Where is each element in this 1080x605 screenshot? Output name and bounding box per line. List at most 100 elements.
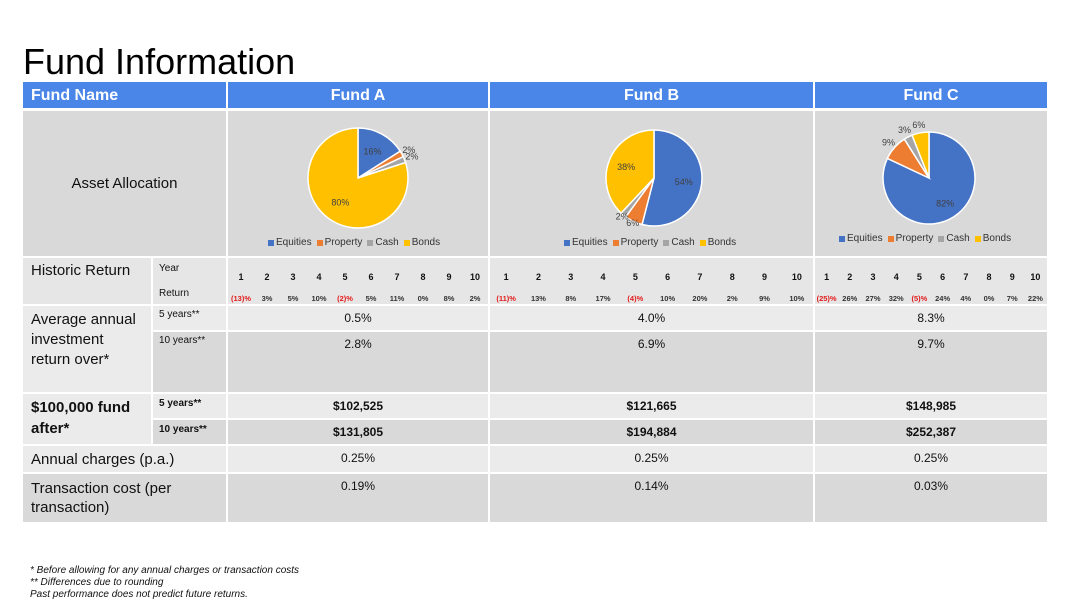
year-5: 5: [916, 272, 922, 282]
legend-c: Equities Property Cash Bonds: [839, 233, 1011, 244]
return-year-1: (13)%: [230, 294, 251, 303]
return-year-6: 10%: [660, 294, 676, 303]
legend-label: Bonds: [411, 237, 441, 248]
return-year-9: 8%: [443, 294, 455, 303]
return-label: Return: [159, 288, 190, 299]
return-row: (13)% 3% 5% 10% (2)% 5% 11% 0% 8% 2%: [228, 294, 488, 303]
year-1: 1: [238, 272, 244, 282]
avg-5-fund-a: 0.5%: [228, 306, 488, 330]
year-3: 3: [290, 272, 296, 282]
return-row: (25)% 26% 27% 32% (5)% 24% 4% 0% 7% 22%: [815, 294, 1047, 303]
legend-swatch: [839, 235, 845, 242]
pie-slice-equities: [641, 129, 703, 227]
pie-slice-equities: [357, 127, 402, 180]
year-10: 10: [791, 272, 802, 282]
average-return-label: Average annual investment return over*: [23, 306, 151, 392]
legend-label: Equities: [847, 233, 883, 244]
year-row: 1 2 3 4 5 6 7 8 9 10: [815, 272, 1047, 282]
annual-charges-label: Annual charges (p.a.): [23, 446, 226, 472]
footnote-3: Past performance does not predict future…: [30, 589, 248, 600]
pie-cell-b: 54% 6% 2% 38% Equities Property Cash Bonds: [490, 111, 813, 256]
header-fund-c: Fund C: [815, 82, 1047, 108]
legend-swatch: [268, 239, 274, 246]
legend-label: Property: [324, 237, 363, 248]
return-year-9: 9%: [759, 294, 770, 303]
legend-item-bonds: Bonds: [974, 233, 1012, 244]
charges-fund-c: 0.25%: [815, 446, 1047, 472]
year-4: 4: [893, 272, 899, 282]
after-5-fund-a: $102,525: [228, 394, 488, 418]
legend-b: Equities Property Cash Bonds: [564, 237, 736, 248]
transaction-cost-label: Transaction cost (per transaction): [23, 474, 226, 522]
pie-label-cash: 3%: [898, 125, 911, 135]
return-year-10: 10%: [789, 294, 805, 303]
year-6: 6: [665, 272, 671, 282]
transaction-fund-a: 0.19%: [228, 474, 488, 522]
fund-after-label: $100,000 fund after*: [23, 394, 151, 444]
legend-swatch: [612, 239, 619, 246]
avg-10-fund-a: 2.8%: [228, 332, 488, 392]
avg-10-fund-c: 9.7%: [815, 332, 1047, 392]
pie-label-property: 9%: [882, 137, 895, 147]
year-9: 9: [1009, 272, 1015, 282]
avg-5-years-label: 5 years**: [153, 306, 226, 330]
return-year-4: 32%: [888, 294, 904, 303]
return-year-8: 2%: [726, 294, 738, 303]
year-5: 5: [632, 272, 638, 282]
legend-label: Cash: [946, 233, 970, 244]
year-7: 7: [394, 272, 400, 282]
legend-swatch: [887, 235, 894, 242]
year-row: 1 2 3 4 5 6 7 8 9 10: [490, 272, 813, 282]
asset-allocation-label: Asset Allocation: [23, 111, 226, 256]
return-year-2: 13%: [530, 294, 546, 303]
header-fund-name: Fund Name: [23, 82, 226, 108]
return-year-5: (4)%: [627, 294, 644, 303]
pie-label-bonds: 80%: [331, 197, 349, 207]
legend-swatch: [403, 239, 410, 246]
pie-chart-fund-c: 82% 9%3% 6%: [882, 120, 976, 225]
legend-swatch: [564, 239, 570, 246]
pie-slice-bonds: [605, 129, 655, 215]
legend-label: Cash: [375, 237, 399, 248]
return-year-3: 27%: [865, 294, 881, 303]
year-7: 7: [963, 272, 969, 282]
year-2: 2: [264, 272, 270, 282]
transaction-fund-b: 0.14%: [490, 474, 813, 522]
legend-item-cash: Cash: [938, 233, 970, 244]
return-year-6: 5%: [365, 294, 377, 303]
legend-swatch: [938, 235, 945, 242]
return-year-8: 0%: [417, 294, 429, 303]
pie-label-equities: 82%: [936, 198, 954, 208]
legend-swatch: [316, 239, 323, 246]
return-row: (11)% 13% 8% 17% (4)% 10% 20% 2% 9% 10%: [490, 294, 813, 303]
legend-label: Bonds: [707, 237, 737, 248]
legend-item-bonds: Bonds: [699, 237, 737, 248]
legend-item-equities: Equities: [564, 237, 608, 248]
return-year-4: 10%: [311, 294, 327, 303]
pie-label-bonds: 6%: [912, 120, 925, 130]
legend-a: Equities Property Cash Bonds: [268, 237, 440, 248]
year-4: 4: [600, 272, 606, 282]
year-10: 10: [469, 272, 480, 282]
year-10: 10: [1030, 272, 1041, 282]
year-6: 6: [940, 272, 946, 282]
transaction-fund-c: 0.03%: [815, 474, 1047, 522]
legend-item-property: Property: [612, 237, 659, 248]
pie-cell-a: 16% 2% 2% 80% Equities Property Cash Bonds: [228, 111, 488, 256]
legend-label: Bonds: [982, 233, 1012, 244]
legend-label: Property: [620, 237, 659, 248]
legend-swatch: [663, 239, 670, 246]
pie-slice-bonds: [307, 127, 409, 229]
return-year-7: 20%: [692, 294, 708, 303]
historic-fund-a: 1 2 3 4 5 6 7 8 9 10 (13)% 3% 5% 10% (2)% 5% 11% 0% 8% 2%: [228, 258, 488, 304]
charges-fund-b: 0.25%: [490, 446, 813, 472]
legend-item-bonds: Bonds: [403, 237, 441, 248]
avg-10-years-label: 10 years**: [153, 332, 226, 392]
return-year-1: (11)%: [496, 294, 516, 303]
after-10-fund-a: $131,805: [228, 420, 488, 444]
return-year-10: 22%: [1027, 294, 1043, 303]
pie-label-cash: 2%: [616, 212, 629, 222]
year-9: 9: [762, 272, 768, 282]
avg-10-fund-b: 6.9%: [490, 332, 813, 392]
pie-slice-bonds: [911, 131, 930, 179]
